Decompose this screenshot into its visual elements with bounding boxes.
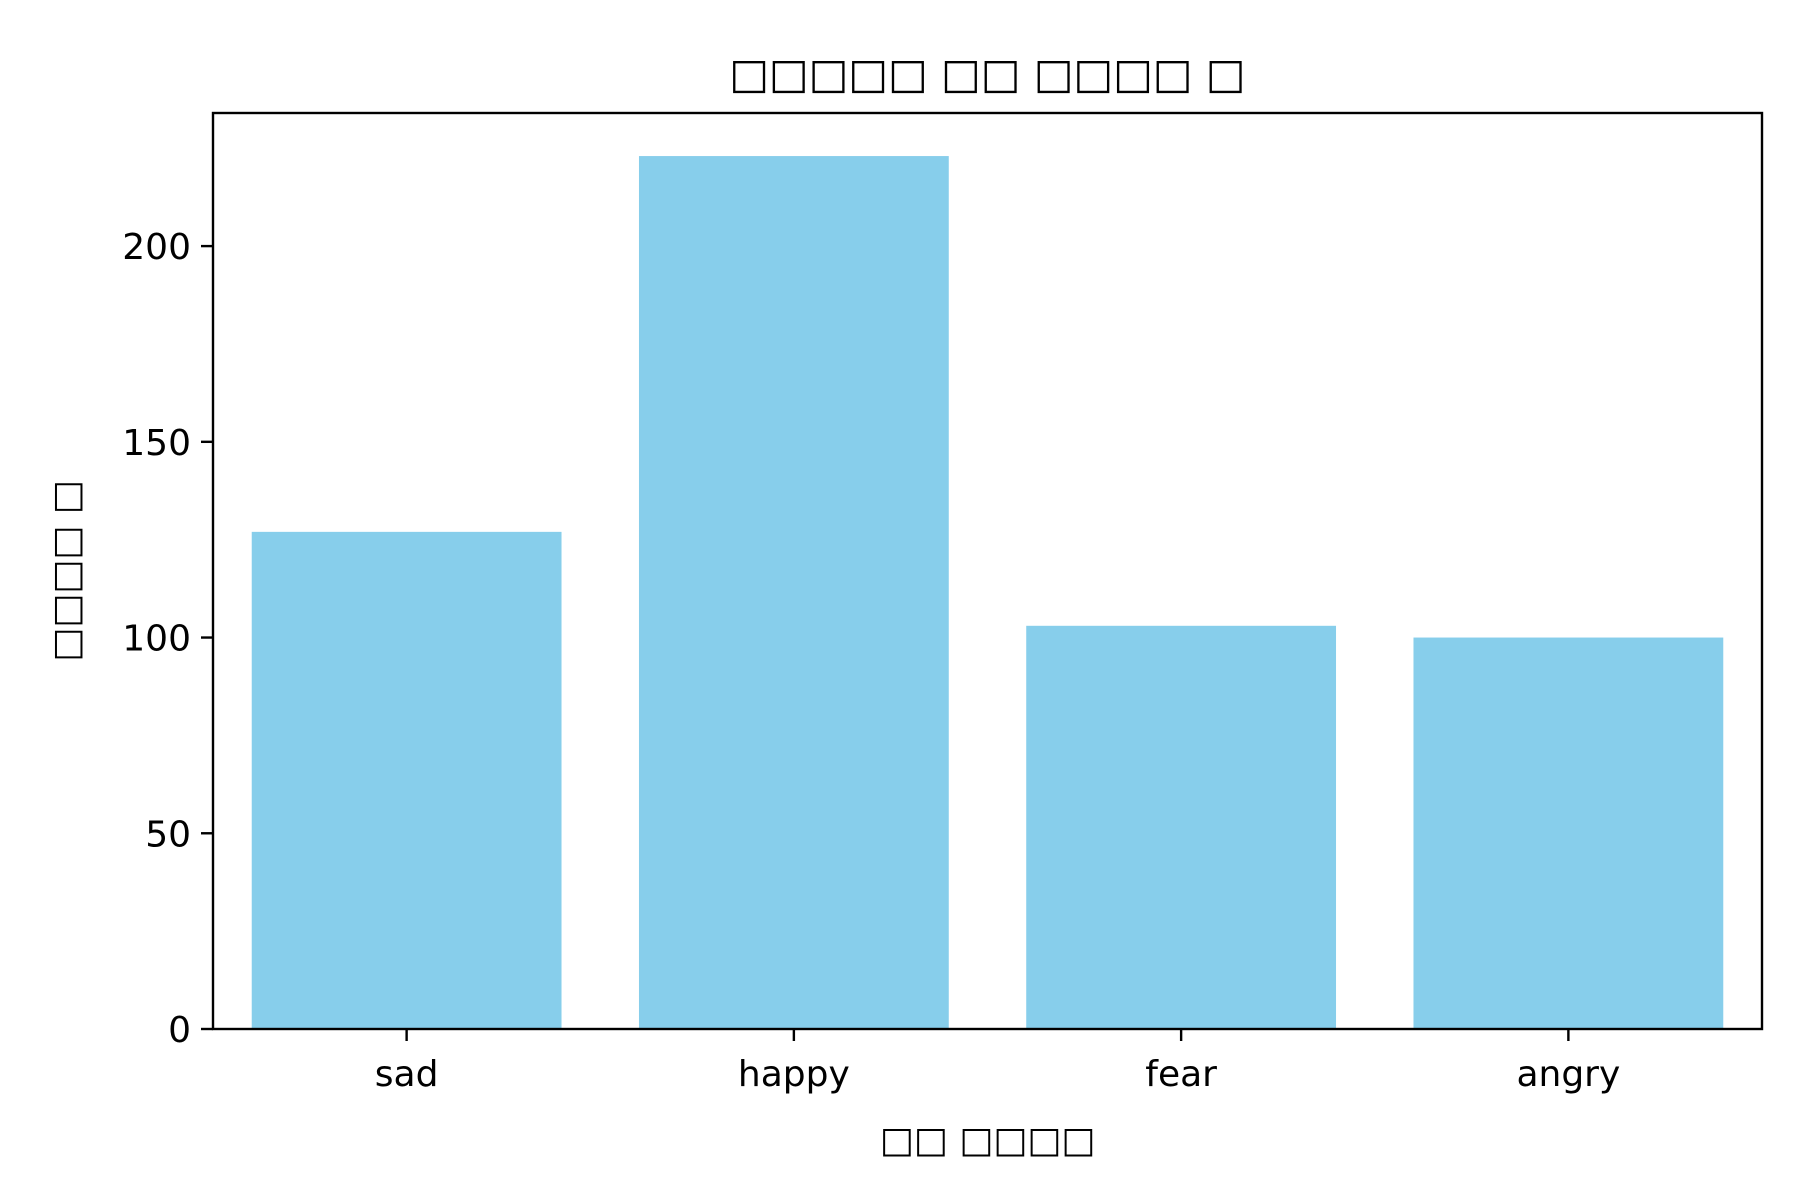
y-tick-label: 0	[168, 1010, 191, 1051]
bars-layer	[251, 156, 1724, 1030]
y-tick-label: 150	[122, 423, 191, 464]
bar-angry	[1413, 637, 1724, 1029]
bar-fear	[1026, 625, 1337, 1029]
y-tick-label: 50	[145, 814, 191, 855]
bar-sad	[251, 531, 562, 1029]
y-tick-label: 100	[122, 619, 191, 660]
x-tick-label: happy	[738, 1054, 850, 1095]
y-axis-title: □□□□ □	[46, 480, 87, 662]
x-tick-label: fear	[1145, 1054, 1217, 1095]
x-tick-label: angry	[1516, 1054, 1620, 1095]
x-axis-ticks: sad happy fear angry	[375, 1029, 1620, 1095]
chart-title: □□□□□ □□ □□□□ □	[729, 49, 1245, 98]
plot-frame	[211, 111, 1764, 1031]
y-tick-label: 200	[122, 227, 191, 268]
bar-happy	[638, 156, 949, 1030]
x-tick-label: sad	[375, 1054, 439, 1095]
y-axis-ticks: 0 50 100 150 200	[122, 227, 213, 1051]
x-axis-title: □□ □□□□	[880, 1120, 1096, 1161]
